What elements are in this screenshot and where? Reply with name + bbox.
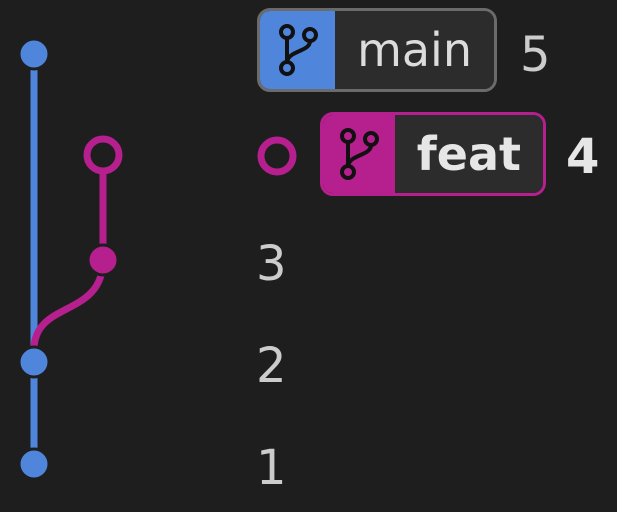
commit-node-1[interactable] — [17, 447, 51, 481]
commit-label-5: 5 — [520, 27, 551, 83]
commit-label-1: 1 — [256, 440, 287, 496]
commit-label-2: 2 — [256, 338, 287, 394]
commit-label-3: 3 — [256, 236, 287, 292]
commit-graph — [17, 37, 123, 481]
commit-label-4: 4 — [566, 129, 600, 185]
git-branch-icon — [323, 115, 395, 193]
feat-branch-curve — [30, 259, 107, 351]
branch-pill-feat[interactable]: feat — [320, 112, 546, 196]
commit-node-2[interactable] — [17, 345, 51, 379]
commit-node-3[interactable] — [86, 243, 120, 277]
branch-name-feat: feat — [394, 115, 543, 193]
branch-pill-main[interactable]: main — [257, 8, 497, 92]
commit-node-4[interactable] — [83, 135, 123, 175]
branch-name-main: main — [335, 11, 494, 89]
git-branch-icon — [260, 11, 336, 89]
commit-node-5[interactable] — [17, 37, 51, 71]
current-commit-marker — [257, 136, 297, 176]
